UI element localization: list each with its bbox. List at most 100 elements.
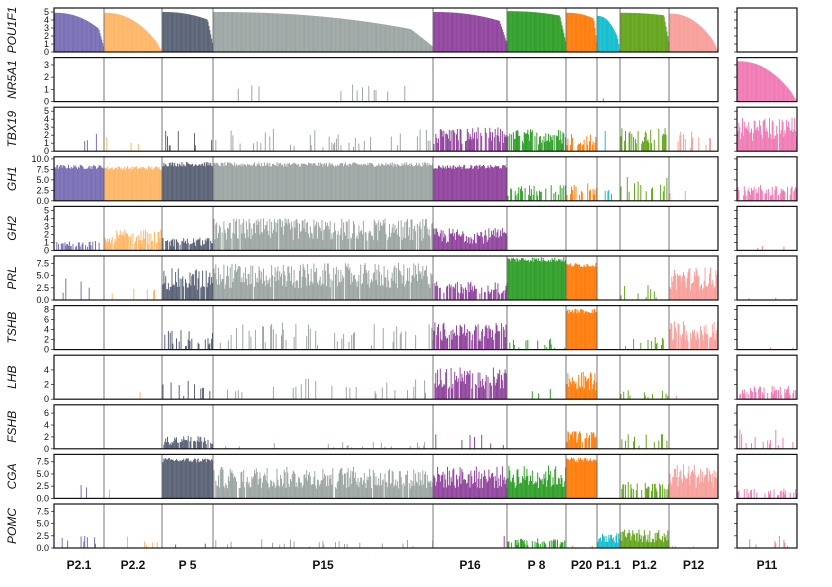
- expression-bar: [179, 460, 181, 499]
- expression-bar: [492, 234, 493, 251]
- expression-bar: [199, 461, 201, 499]
- expression-bar: [472, 286, 474, 300]
- expression-bar: [479, 372, 481, 400]
- expression-bar: [264, 475, 266, 499]
- expression-bar: [372, 469, 374, 499]
- expression-bar: [454, 233, 456, 251]
- expression-bar: [741, 132, 743, 152]
- expression-bar: [110, 13, 112, 52]
- expression-bar: [246, 476, 248, 499]
- y-tick-label: 3: [44, 122, 49, 132]
- expression-bar: [401, 27, 403, 52]
- expression-bar: [326, 486, 327, 499]
- expression-bar: [380, 484, 382, 499]
- expression-bar: [234, 475, 236, 499]
- expression-bar: [468, 374, 470, 400]
- expression-bar: [182, 276, 184, 300]
- expression-bar: [510, 261, 512, 300]
- expression-bar: [458, 13, 460, 52]
- expression-bar: [492, 132, 493, 152]
- expression-bar: [380, 286, 381, 300]
- expression-bar: [454, 371, 456, 400]
- expression-bar: [260, 279, 262, 300]
- expression-bar: [498, 374, 500, 400]
- expression-bar: [319, 162, 321, 201]
- expression-bar: [155, 242, 157, 251]
- expression-bar: [646, 539, 648, 548]
- expression-bar: [792, 442, 794, 449]
- expression-bar: [404, 485, 406, 499]
- expression-bar: [784, 191, 786, 201]
- expression-bar: [321, 283, 323, 300]
- expression-bar: [176, 287, 178, 300]
- expression-bar: [377, 484, 379, 499]
- expression-bar: [446, 286, 448, 300]
- expression-bar: [366, 165, 368, 201]
- expression-bar: [446, 12, 448, 53]
- expression-bar: [278, 485, 280, 499]
- expression-bar: [68, 14, 70, 52]
- expression-bar: [238, 488, 240, 499]
- expression-bar: [641, 13, 643, 52]
- expression-bar: [126, 167, 128, 201]
- expression-bar: [530, 11, 532, 52]
- expression-bar: [283, 163, 285, 201]
- expression-bar: [344, 162, 346, 201]
- expression-bar: [676, 14, 678, 53]
- expression-bar: [607, 191, 609, 201]
- expression-bar: [144, 238, 146, 251]
- expression-bar: [650, 289, 652, 300]
- expression-bar: [696, 270, 698, 300]
- expression-bar: [762, 120, 764, 152]
- expression-bar: [80, 485, 82, 499]
- expression-bar: [460, 326, 462, 350]
- y-tick-label: 5: [44, 205, 49, 215]
- expression-bar: [518, 261, 520, 300]
- expression-bar: [700, 326, 702, 350]
- expression-bar: [743, 61, 745, 102]
- expression-bar: [554, 257, 556, 300]
- expression-bar: [281, 273, 282, 300]
- expression-bar: [656, 532, 658, 548]
- expression-bar: [671, 13, 673, 53]
- expression-bar: [152, 240, 154, 251]
- expression-bar: [292, 240, 294, 251]
- expression-bar: [213, 470, 215, 499]
- expression-bar: [135, 240, 137, 251]
- expression-bar: [547, 13, 549, 52]
- expression-bar: [222, 469, 224, 499]
- y-tick-label: 0: [44, 345, 49, 355]
- expression-bar: [205, 19, 207, 52]
- expression-bar: [681, 282, 683, 300]
- expression-bar: [258, 86, 260, 102]
- expression-bar: [317, 222, 319, 251]
- expression-bar: [456, 229, 458, 251]
- expression-bar: [114, 13, 116, 52]
- expression-bar: [397, 288, 399, 300]
- expression-bar: [132, 169, 134, 201]
- expression-bar: [651, 189, 653, 201]
- expression-bar: [768, 70, 770, 102]
- gene-label-gh2: GH2: [5, 216, 19, 241]
- expression-bar: [274, 267, 276, 300]
- expression-bar: [712, 283, 714, 300]
- expression-bar: [594, 189, 596, 201]
- expression-bar: [185, 458, 187, 499]
- expression-bar: [448, 386, 450, 400]
- expression-bar: [465, 289, 467, 300]
- expression-bar: [623, 531, 625, 548]
- expression-bar: [130, 19, 132, 52]
- expression-bar: [185, 13, 187, 53]
- expression-bar: [381, 24, 383, 52]
- expression-bar: [520, 482, 522, 499]
- expression-bar: [298, 14, 300, 53]
- expression-bar: [428, 229, 430, 251]
- expression-bar: [244, 12, 246, 52]
- expression-bar: [86, 537, 88, 548]
- expression-bar: [488, 228, 490, 251]
- expression-bar: [427, 482, 429, 499]
- expression-bar: [769, 439, 771, 449]
- expression-bar: [483, 385, 484, 400]
- expression-bar: [300, 230, 302, 251]
